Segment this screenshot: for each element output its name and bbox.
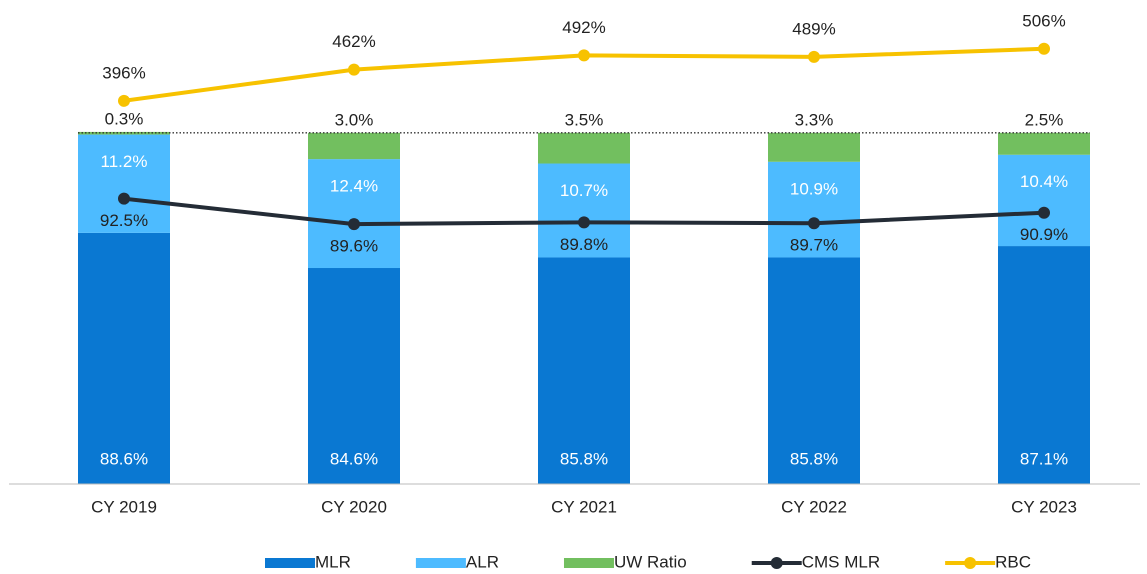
data-label: 85.8% [560, 449, 608, 468]
data-label: 492% [562, 18, 605, 37]
bar-segment [538, 257, 630, 484]
bar-segment [998, 246, 1090, 484]
line-point [1038, 206, 1050, 219]
data-label: 87.1% [1020, 449, 1068, 468]
data-label: 12.4% [330, 177, 378, 196]
data-label: 88.6% [100, 449, 148, 468]
legend-swatch [563, 558, 614, 568]
legend-label: CMS MLR [802, 552, 880, 571]
line-point [348, 218, 360, 231]
line-point [118, 192, 130, 205]
data-label: 85.8% [790, 449, 838, 468]
legend-label: UW Ratio [614, 552, 687, 571]
data-label: 84.6% [330, 449, 378, 468]
x-tick-label: CY 2020 [321, 497, 387, 516]
bar-segment [308, 132, 400, 160]
data-label: 3.5% [565, 110, 604, 129]
bar-segment [308, 268, 400, 484]
line-point [578, 49, 590, 62]
x-tick-label: CY 2019 [91, 497, 157, 516]
legend-swatch [415, 558, 466, 568]
x-tick-label: CY 2022 [781, 497, 847, 516]
bar-segment [768, 257, 860, 484]
data-label: 90.9% [1020, 225, 1068, 244]
bar-segment [998, 132, 1090, 155]
line-point [1038, 42, 1050, 55]
bar-segment [768, 161, 860, 258]
x-tick-label: CY 2023 [1011, 497, 1077, 516]
data-label: 89.7% [790, 236, 838, 255]
legend-label: RBC [995, 552, 1031, 571]
bar-segment [78, 232, 170, 484]
bar-segment [538, 132, 630, 164]
legend-swatch [770, 557, 783, 569]
data-label: 506% [1022, 11, 1065, 30]
data-label: 89.8% [560, 235, 608, 254]
data-label: 3.0% [335, 110, 374, 129]
data-label: 489% [792, 19, 835, 38]
legend-swatch [265, 558, 315, 568]
data-label: 396% [102, 63, 145, 82]
line-point [808, 217, 820, 230]
data-label: 0.3% [105, 109, 144, 128]
data-label: 89.6% [330, 237, 378, 256]
bar-segment [538, 163, 630, 258]
legend-swatch [964, 557, 977, 569]
bar-segment [998, 154, 1090, 247]
data-label: 11.2% [101, 152, 148, 171]
bar-segment [78, 134, 170, 233]
data-label: 462% [332, 32, 375, 51]
line-point [808, 50, 820, 63]
bar-segment [308, 159, 400, 269]
line-point [578, 216, 590, 229]
data-label: 10.9% [790, 179, 838, 198]
data-label: 92.5% [100, 211, 148, 230]
data-label: 10.7% [560, 181, 608, 200]
data-label: 2.5% [1025, 110, 1064, 129]
data-label: 10.4% [1020, 172, 1068, 191]
legend-label: MLR [315, 552, 351, 571]
data-label: 3.3% [795, 110, 834, 129]
bar-segment [768, 132, 860, 162]
line-point [118, 94, 130, 107]
line-point [348, 63, 360, 76]
x-tick-label: CY 2021 [551, 497, 617, 516]
legend-label: ALR [466, 552, 499, 571]
